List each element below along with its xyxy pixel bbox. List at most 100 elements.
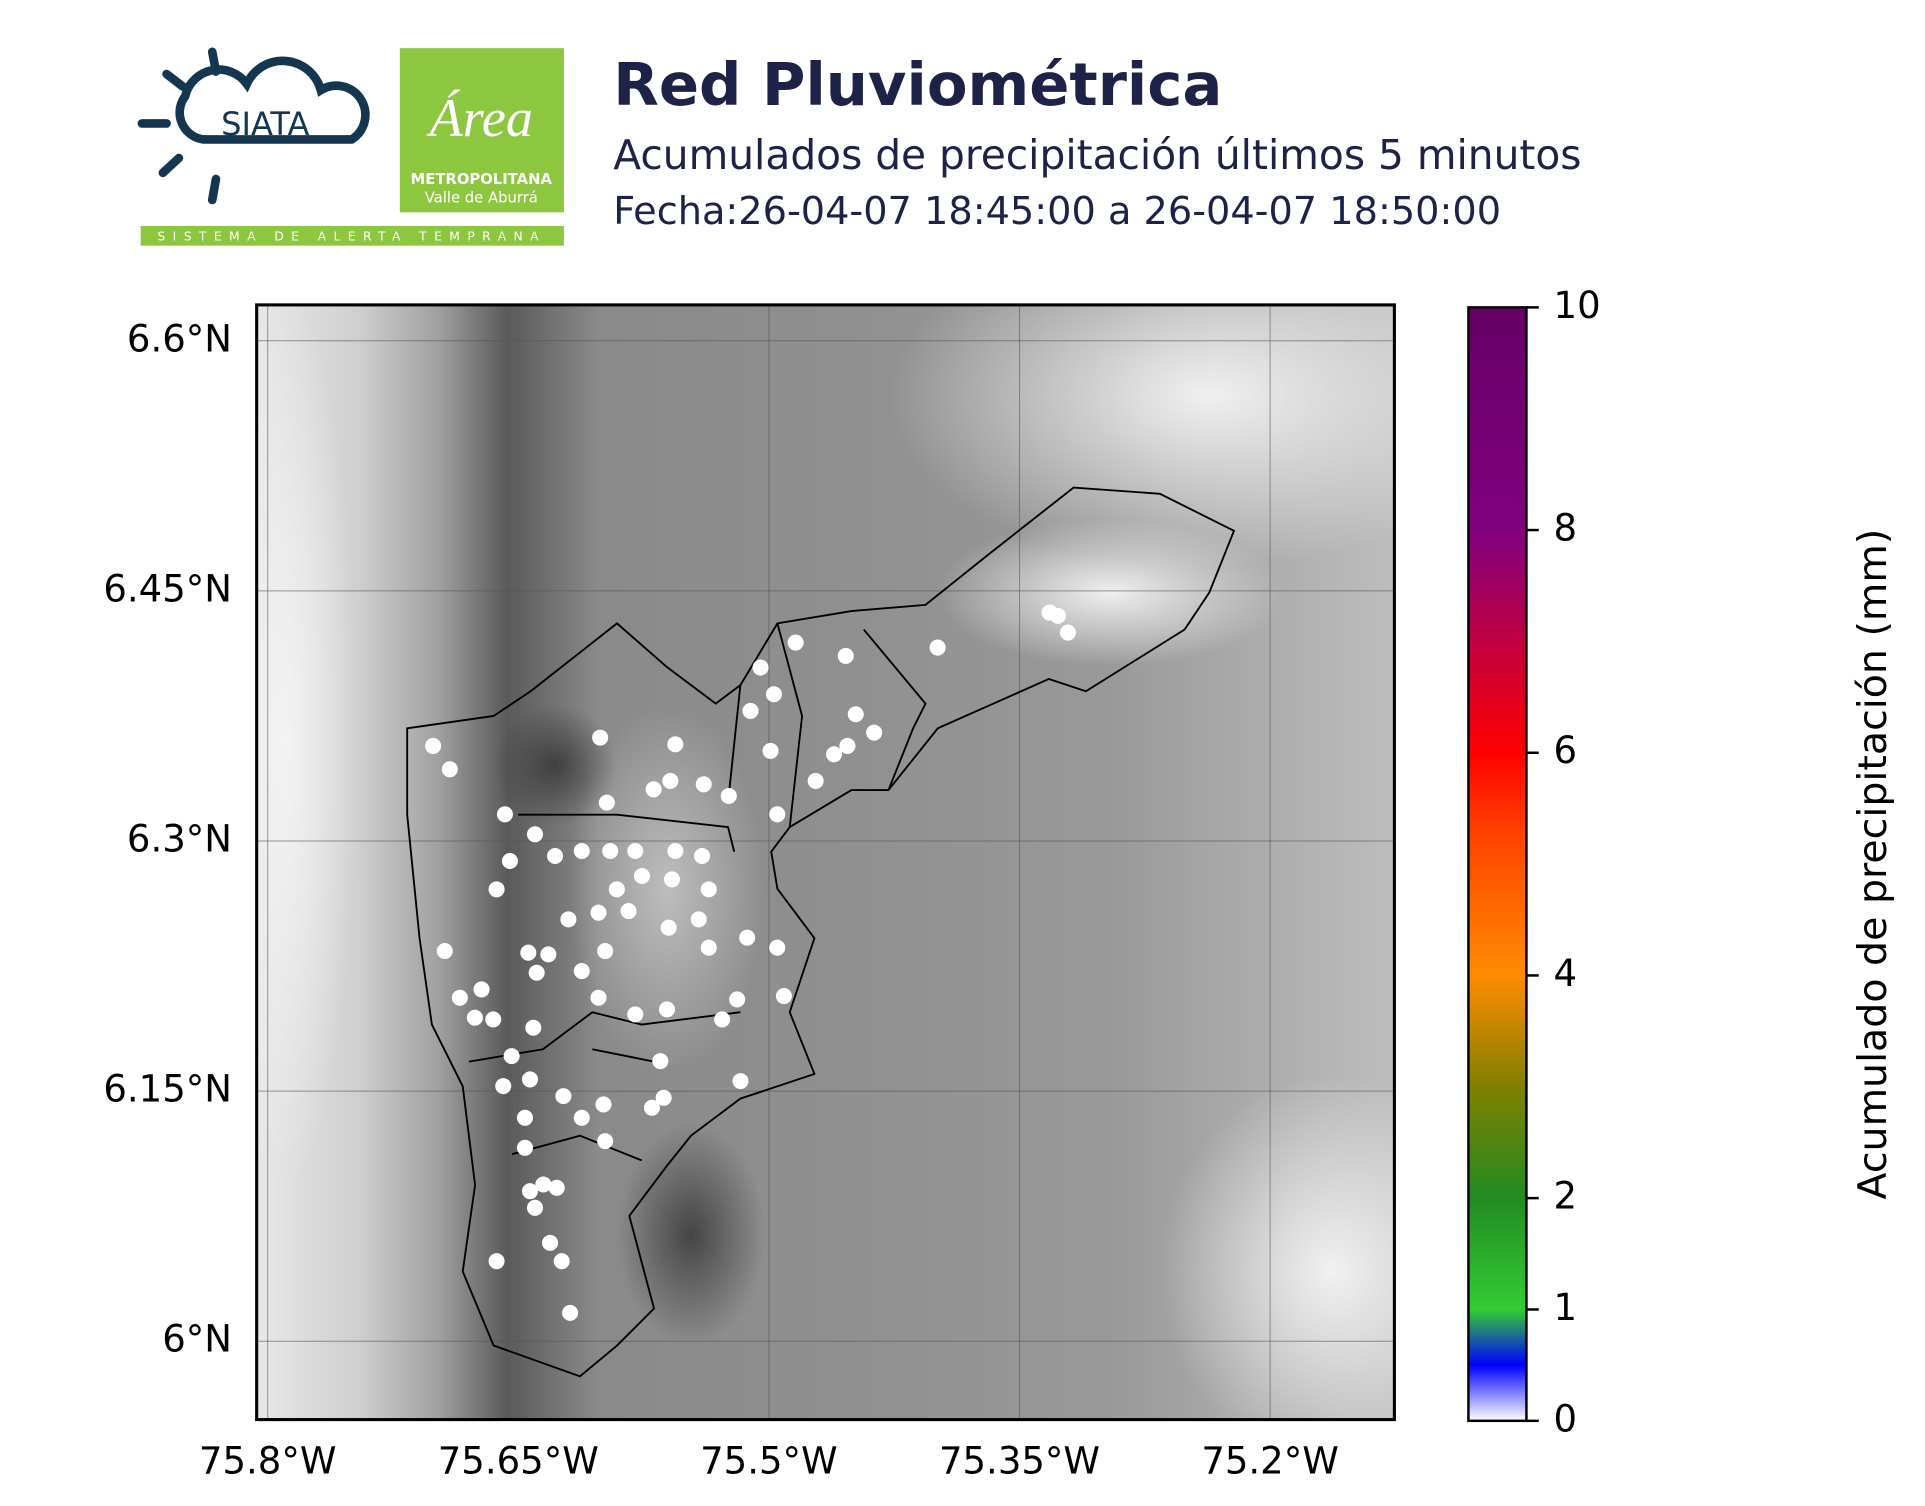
station xyxy=(826,746,843,763)
colorbar-tick-label: 0 xyxy=(1554,1397,1578,1440)
station xyxy=(590,904,607,921)
station xyxy=(562,1304,579,1321)
station xyxy=(608,881,625,898)
station xyxy=(436,943,453,960)
station xyxy=(787,634,804,651)
station xyxy=(663,871,681,888)
station xyxy=(526,826,544,843)
station xyxy=(520,944,537,961)
y-tick-label: 6.3°N xyxy=(127,817,232,860)
station xyxy=(573,1109,590,1126)
station xyxy=(627,842,644,860)
station xyxy=(521,1183,539,1200)
map-frame xyxy=(255,303,1396,1422)
station xyxy=(597,943,614,960)
colorbar-tick-label: 2 xyxy=(1554,1175,1578,1218)
station xyxy=(700,881,717,898)
boundaries xyxy=(406,486,1236,1378)
station xyxy=(729,991,746,1008)
colorbar-tick-label: 4 xyxy=(1554,952,1578,995)
terrain xyxy=(256,304,1395,1420)
station xyxy=(627,1006,644,1023)
station xyxy=(739,929,756,946)
colorbar-label: Acumulado de precipitación (mm) xyxy=(1850,529,1896,1200)
station xyxy=(521,1071,539,1088)
station xyxy=(528,964,545,981)
station xyxy=(573,963,590,980)
logo-text: METROPOLITANA xyxy=(411,171,553,188)
colorbar-tick-label: 1 xyxy=(1554,1286,1578,1329)
station xyxy=(595,1096,612,1113)
logo-text: SISTEMA DE ALERTA TEMPRANA xyxy=(157,230,545,244)
x-tick-label: 75.5°W xyxy=(700,1439,838,1482)
station xyxy=(769,939,786,956)
station xyxy=(645,781,662,798)
station xyxy=(1049,607,1066,624)
y-tick-label: 6.45°N xyxy=(103,567,232,610)
station xyxy=(620,902,637,920)
logo-text: SIATA xyxy=(221,105,309,143)
station xyxy=(598,794,615,811)
station xyxy=(643,1099,660,1116)
station xyxy=(929,639,946,656)
station xyxy=(496,806,513,823)
colorbar xyxy=(1467,306,1528,1423)
date: Fecha:26-04-07 18:45:00 a 26-04-07 18:50… xyxy=(613,189,1501,234)
logo-text: Área xyxy=(426,88,533,148)
station xyxy=(720,787,737,804)
title: Red Pluviométrica xyxy=(613,50,1222,119)
station xyxy=(473,981,490,998)
station xyxy=(516,1109,533,1126)
station xyxy=(488,1253,505,1270)
station xyxy=(700,939,717,956)
station xyxy=(765,686,782,703)
x-tick-label: 75.2°W xyxy=(1201,1439,1339,1482)
station xyxy=(807,772,824,789)
station xyxy=(1059,624,1076,641)
station xyxy=(866,724,883,741)
station xyxy=(495,1078,512,1095)
station xyxy=(662,772,679,789)
station xyxy=(667,736,684,753)
station xyxy=(732,1073,749,1090)
station xyxy=(573,842,590,860)
station xyxy=(652,1053,669,1070)
area-logo xyxy=(399,48,564,213)
x-tick-label: 75.35°W xyxy=(939,1439,1100,1482)
tagline-bar xyxy=(140,225,564,246)
station xyxy=(516,1139,533,1156)
station xyxy=(540,946,557,963)
station xyxy=(847,706,864,723)
station xyxy=(526,1199,544,1216)
station xyxy=(769,806,786,823)
x-tick-label: 75.8°W xyxy=(199,1439,337,1482)
station xyxy=(690,911,707,928)
y-tick-label: 6°N xyxy=(162,1318,232,1361)
station xyxy=(695,776,712,793)
logo-text: Valle de Aburrá xyxy=(425,190,538,207)
station xyxy=(667,842,684,860)
station xyxy=(501,852,518,870)
station xyxy=(466,1009,483,1026)
station xyxy=(553,1253,570,1270)
station xyxy=(658,1001,676,1018)
station xyxy=(542,1234,559,1251)
station xyxy=(762,742,779,759)
station xyxy=(742,702,759,719)
y-tick-label: 6.15°N xyxy=(103,1068,232,1111)
station xyxy=(597,1133,614,1150)
station xyxy=(547,847,564,865)
station xyxy=(592,729,609,746)
station xyxy=(548,1179,565,1196)
station xyxy=(660,919,677,936)
station xyxy=(602,842,619,860)
station xyxy=(839,737,856,754)
station xyxy=(633,867,650,885)
x-tick-label: 75.65°W xyxy=(438,1439,599,1482)
station xyxy=(503,1048,520,1065)
station xyxy=(775,988,792,1005)
station xyxy=(485,1011,502,1028)
station xyxy=(441,761,458,778)
station xyxy=(535,1176,552,1193)
station xyxy=(752,659,769,676)
